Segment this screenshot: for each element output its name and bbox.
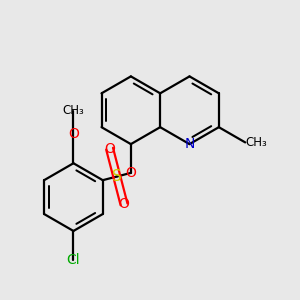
- Text: O: O: [104, 142, 115, 156]
- Text: CH₃: CH₃: [245, 136, 267, 149]
- Text: O: O: [118, 197, 130, 212]
- Text: S: S: [112, 169, 122, 184]
- Text: O: O: [125, 166, 136, 180]
- Text: N: N: [184, 137, 195, 151]
- Text: Cl: Cl: [67, 253, 80, 267]
- Text: O: O: [68, 128, 79, 142]
- Text: CH₃: CH₃: [63, 104, 84, 117]
